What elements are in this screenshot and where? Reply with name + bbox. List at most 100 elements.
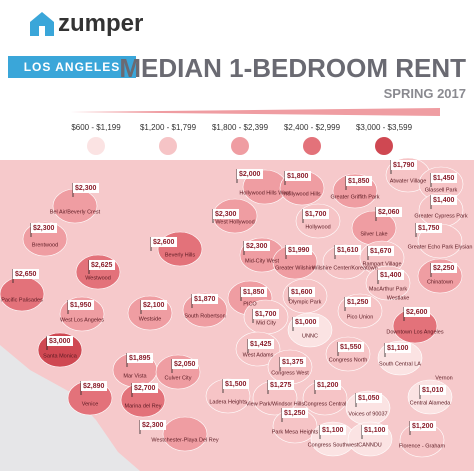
- price-flag: [47, 336, 73, 346]
- price-flag: [289, 287, 315, 297]
- price-flag: [172, 359, 198, 369]
- price: $1,850: [348, 178, 370, 185]
- legend-swatch: [303, 137, 321, 155]
- neighborhood: $1,850 Greater Griffith Park: [330, 176, 380, 200]
- price: $1,400: [433, 197, 455, 204]
- price-flag: [345, 297, 371, 307]
- price-flag: [13, 269, 39, 279]
- legend-label: $1,800 - $2,399: [212, 123, 269, 132]
- price: $2,100: [143, 302, 165, 309]
- price-flag: [303, 209, 329, 219]
- neighborhood-name: Rampart Village: [362, 261, 401, 267]
- price-flag: [237, 169, 263, 179]
- neighborhood-name: Chinatown: [427, 279, 453, 285]
- neighborhood-name: Congress Central: [304, 401, 347, 407]
- price-flag: [431, 173, 457, 183]
- legend-label: $1,200 - $1,799: [140, 123, 197, 132]
- price-flag: [420, 385, 446, 395]
- neighborhood: $1,250 Park Mesa Heights: [272, 408, 318, 435]
- price-flag: [213, 209, 239, 219]
- neighborhood-name: Congress Southwest: [308, 442, 359, 448]
- price-flag: [31, 223, 57, 233]
- neighborhood: $1,870 South Robertson: [184, 294, 226, 319]
- price: $2,000: [239, 171, 261, 178]
- neighborhood: $2,625 Westwood: [85, 260, 115, 281]
- neighborhood: $1,850 PICO: [240, 287, 267, 307]
- district: [0, 276, 45, 312]
- neighborhood-name: Voices of 90037: [348, 411, 387, 417]
- price: $1,500: [225, 381, 247, 388]
- neighborhood-name: Mar Vista: [123, 373, 147, 379]
- neighborhood: $2,600 Beverly Hills: [150, 237, 195, 258]
- price-flag: [127, 353, 153, 363]
- neighborhood-name: Hollywood Hills West: [239, 190, 291, 196]
- price: $1,375: [282, 359, 304, 366]
- price-flag: [293, 317, 319, 327]
- price-flag: [89, 260, 115, 270]
- price-flag: [192, 294, 218, 304]
- neighborhood-name: Mid City: [256, 320, 276, 326]
- neighborhood-name: Florence - Graham: [399, 443, 446, 449]
- price: $2,600: [153, 239, 175, 246]
- neighborhood-name: Central Alameda: [410, 400, 452, 406]
- price: $1,870: [194, 296, 216, 303]
- legend-label: $3,000 - $3,599: [356, 123, 413, 132]
- price: $1,700: [255, 311, 277, 318]
- neighborhood: $1,750 Greater Echo Park Elysian: [408, 223, 473, 250]
- neighborhood: $1,425 West Adams: [243, 339, 274, 358]
- neighborhood: $1,990 Greater Wilshire: [275, 245, 315, 271]
- neighborhood-name: Westwood: [85, 275, 111, 281]
- neighborhood: $2,300 Mid-City West: [243, 241, 280, 264]
- neighborhood-name: Mid-City West: [245, 258, 280, 264]
- price: $1,990: [288, 247, 310, 254]
- map: Westlake Vernon $2,300 Bel Air/Beverly Cres…: [0, 157, 474, 471]
- price: $1,425: [250, 341, 272, 348]
- legend: $600 - $1,199 $1,200 - $1,799 $1,800 - $2,…: [71, 123, 413, 155]
- neighborhood-name: Marina del Rey: [125, 403, 162, 409]
- brand: zumper: [58, 10, 143, 37]
- neighborhood: $1,000 UNNC: [292, 317, 319, 339]
- neighborhood: $1,895 Mar Vista: [123, 353, 153, 379]
- neighborhood-name: West Adams: [243, 352, 274, 358]
- price-flag: [268, 380, 294, 390]
- price-flag: [244, 241, 270, 251]
- district: [52, 188, 98, 224]
- neighborhood-name: Greater Griffith Park: [330, 194, 379, 200]
- neighborhood-name: Congress West: [271, 370, 309, 376]
- neighborhood: $1,610 Wilshire Center/Koreatown: [312, 245, 378, 271]
- price-flag: [151, 237, 177, 247]
- neighborhood-name: View Park/Windsor Hills: [246, 401, 305, 407]
- price: $2,060: [378, 209, 400, 216]
- neighborhood: $1,400 MacArthur Park: [369, 270, 407, 292]
- neighborhood: $1,500 Ladera Heights: [209, 379, 249, 405]
- price-flag: [356, 393, 382, 403]
- neighborhood-name: Pacific Palisades: [1, 297, 43, 303]
- price: $1,950: [70, 302, 92, 309]
- neighborhood: $1,700 Hollywood: [302, 209, 331, 230]
- neighborhood: $1,100 Congress Southwest: [308, 425, 359, 448]
- neighborhood: $2,050 Culver City: [165, 359, 198, 381]
- price: $2,625: [91, 262, 113, 269]
- neighborhood-name: Santa Monica: [43, 353, 78, 359]
- price: $1,670: [370, 248, 392, 255]
- price: $1,550: [340, 344, 362, 351]
- legend-label: $2,400 - $2,999: [284, 123, 341, 132]
- neighborhood-name: Greater Echo Park Elysian: [408, 244, 473, 250]
- price: $1,790: [393, 162, 415, 169]
- price-flag: [378, 270, 404, 280]
- price: $1,000: [295, 319, 317, 326]
- price-flag: [241, 287, 267, 297]
- neighborhood: $1,400 Greater Cypress Park: [414, 195, 468, 219]
- price-flag: [346, 176, 372, 186]
- neighborhood-name: Downtown Los Angeles: [386, 329, 443, 335]
- neighborhood: $1,600 Olympic Park: [288, 287, 322, 305]
- price-flag: [286, 245, 312, 255]
- price: $2,300: [215, 211, 237, 218]
- price: $1,610: [337, 247, 359, 254]
- subtitle: SPRING 2017: [384, 86, 466, 101]
- neighborhood: $1,550 Congress North: [329, 342, 367, 363]
- neighborhood-name: Bel Air/Beverly Crest: [50, 209, 101, 215]
- legend-label: $600 - $1,199: [71, 123, 121, 132]
- district: [162, 416, 208, 452]
